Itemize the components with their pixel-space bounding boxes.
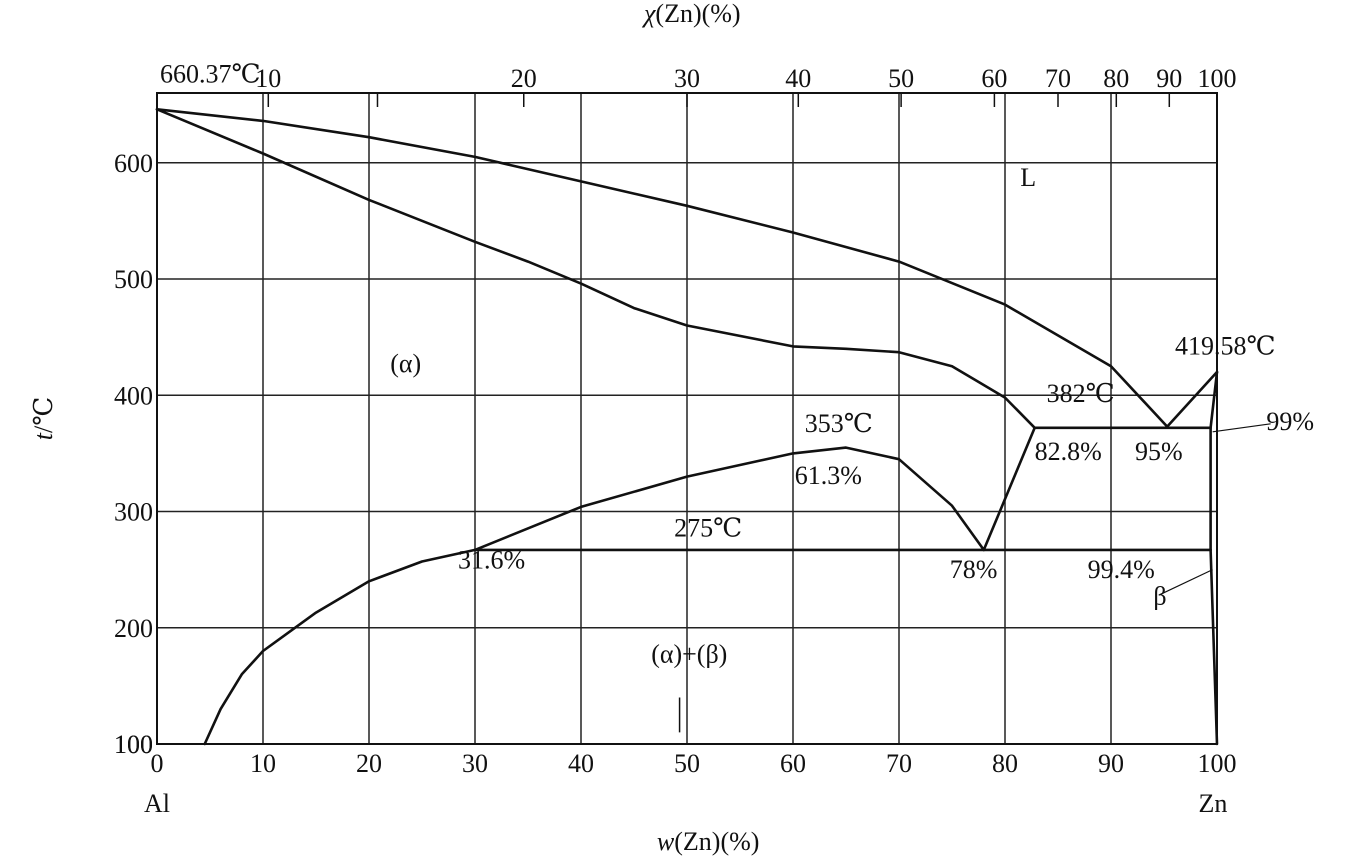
leader-beta: [1158, 569, 1213, 596]
curve-miscibility-gap: [473, 446, 986, 552]
annotation: (α)+(β): [651, 640, 727, 669]
annotation: 95%: [1135, 437, 1183, 466]
left-end-label: Al: [144, 789, 170, 818]
annotations: 660.37℃ 419.58℃ 382℃ 353℃ 275℃ 99% 82.8% 95% 61.…: [160, 60, 1314, 669]
x-tick-label: 80: [992, 749, 1018, 778]
x-tick-label: 40: [568, 749, 594, 778]
curve-beta-lower: [1209, 548, 1219, 746]
curve-alpha-solvus: [203, 548, 477, 746]
top-axis-label: χ(Zn)(%): [641, 0, 741, 28]
x-tick-label: 0: [151, 749, 164, 778]
annotation: 78%: [950, 555, 998, 584]
top-tick-label: 40: [785, 64, 811, 93]
top-tick-label: 90: [1156, 64, 1182, 93]
top-tick-label: 80: [1103, 64, 1129, 93]
x-tick-label: 90: [1098, 749, 1124, 778]
y-tick-label: 400: [114, 381, 153, 410]
annotation: 275℃: [674, 514, 742, 543]
annotation: 382℃: [1047, 379, 1115, 408]
x-tick-label: 70: [886, 749, 912, 778]
top-tick-label: 30: [674, 64, 700, 93]
x-tick-label: 30: [462, 749, 488, 778]
curve-solidus: [155, 108, 1036, 430]
y-tick-label: 600: [114, 149, 153, 178]
annotation: 419.58℃: [1175, 331, 1276, 360]
right-end-label: Zn: [1199, 789, 1228, 818]
top-tick-label: 10: [255, 64, 281, 93]
x-tick-label: 10: [250, 749, 276, 778]
annotation: 61.3%: [795, 461, 862, 490]
curve-beta-solvus: [1209, 370, 1219, 552]
y-tick-label: 100: [114, 730, 153, 759]
top-tick-label: 50: [888, 64, 914, 93]
top-tick-label: 100: [1198, 64, 1237, 93]
y-axis-label: t/℃: [29, 397, 58, 441]
annotation: 31.6%: [458, 546, 525, 575]
x-tick-label: 50: [674, 749, 700, 778]
axis-ticks: 0 10 20 30 40 50 60 70 80 90 100 100 200 300 400 500 600…: [114, 64, 1237, 778]
x-tick-label: 60: [780, 749, 806, 778]
annotation: 99.4%: [1088, 555, 1155, 584]
leader-99: [1212, 423, 1271, 433]
annotation: L: [1020, 163, 1036, 192]
x-tick-label: 20: [356, 749, 382, 778]
top-tick-label: 20: [511, 64, 537, 93]
phase-boundaries: [155, 108, 1271, 746]
y-tick-label: 200: [114, 614, 153, 643]
curve-liquidus: [155, 108, 1219, 428]
x-tick-label: 100: [1198, 749, 1237, 778]
annotation: (α): [390, 349, 421, 378]
curve-eutectoid-right: [982, 426, 1036, 552]
annotation: 660.37℃: [160, 60, 261, 89]
y-tick-label: 300: [114, 498, 153, 527]
annotation: β: [1153, 582, 1166, 611]
annotation: 99%: [1266, 407, 1314, 436]
annotation: 82.8%: [1035, 437, 1102, 466]
top-tick-label: 60: [981, 64, 1007, 93]
y-tick-label: 100: [114, 730, 153, 759]
annotation: 353℃: [805, 409, 873, 438]
top-tick-label: 70: [1045, 64, 1071, 93]
y-tick-label: 500: [114, 265, 153, 294]
x-axis-label: w(Zn)(%): [657, 827, 760, 856]
